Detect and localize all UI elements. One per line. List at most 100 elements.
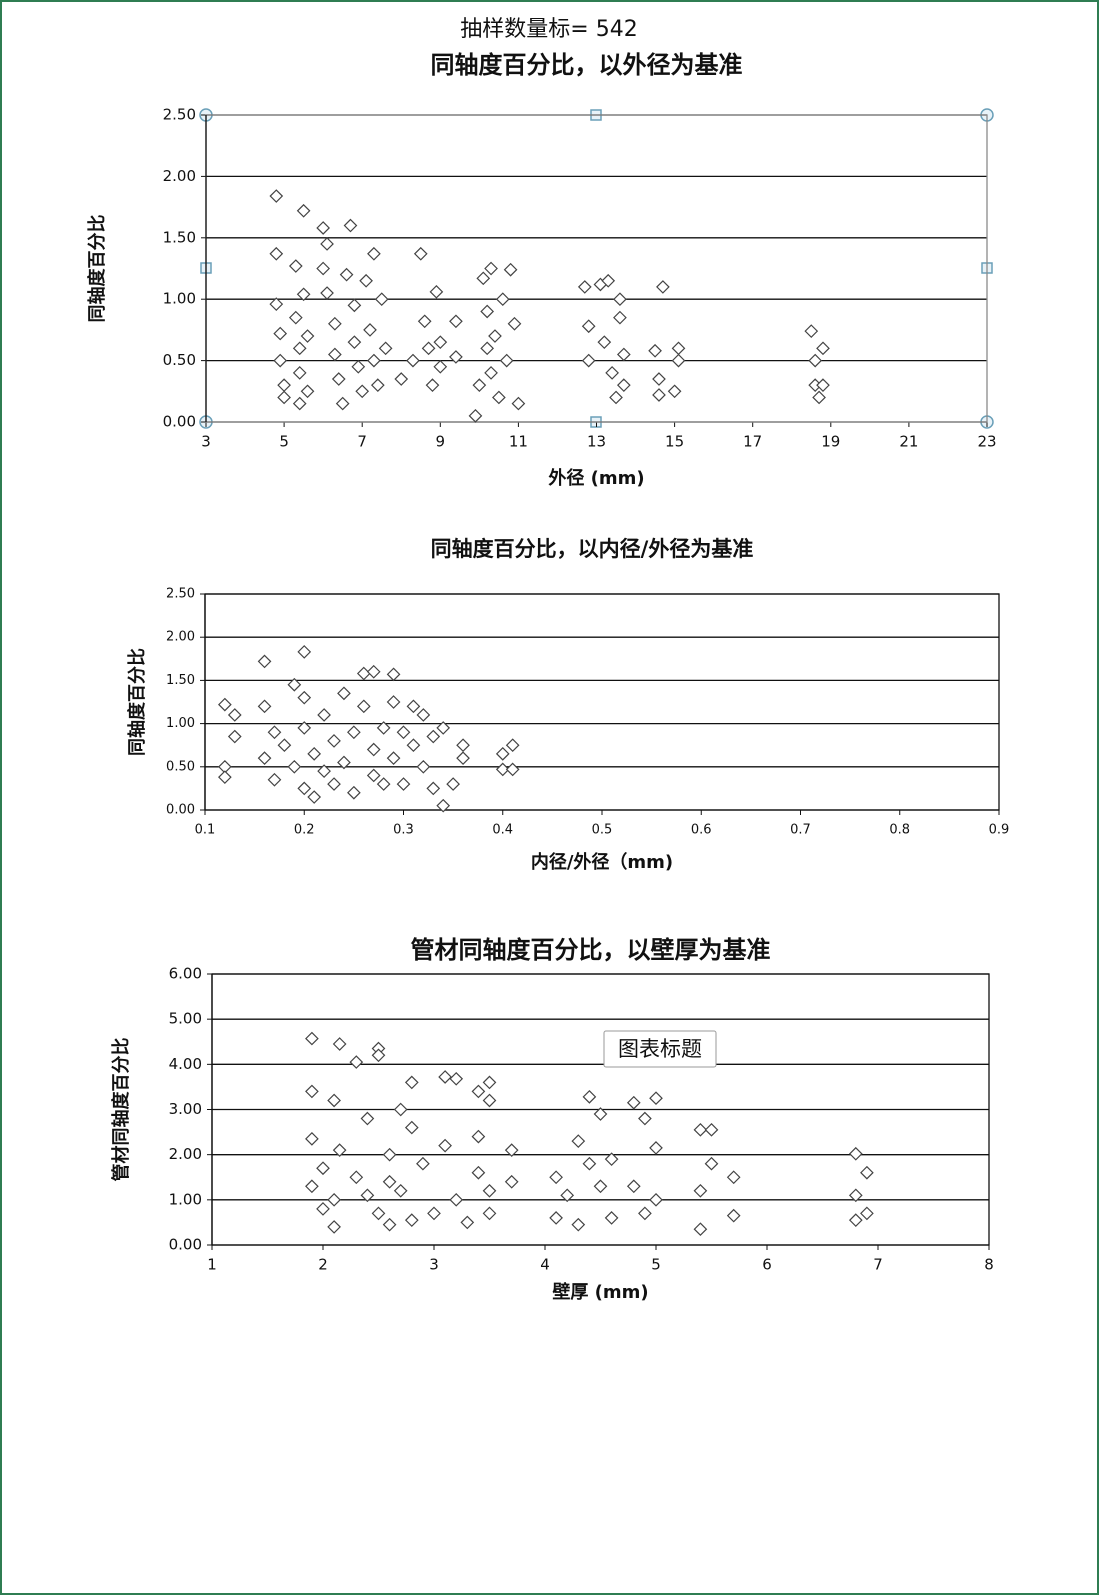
point — [316, 1161, 330, 1176]
point — [269, 189, 284, 203]
point — [305, 1132, 319, 1146]
point — [382, 1217, 397, 1232]
point — [360, 1111, 375, 1126]
point — [848, 1188, 863, 1203]
point — [577, 280, 592, 294]
point — [386, 667, 401, 682]
point — [726, 1208, 741, 1223]
x-tick-label: 2 — [318, 1256, 328, 1274]
point — [613, 292, 627, 307]
point — [349, 1170, 364, 1185]
point — [582, 1090, 597, 1104]
y-tick-label: 1.00 — [163, 290, 196, 308]
x-tick-label: 0.4 — [492, 823, 513, 838]
point — [335, 396, 350, 411]
x-tick-label: 0.9 — [989, 823, 1010, 838]
chart-title: 管材同轴度百分比，以壁厚为基准 — [411, 936, 771, 964]
point — [316, 221, 330, 235]
point — [327, 777, 341, 791]
point — [693, 1222, 708, 1237]
point — [327, 1093, 341, 1108]
point — [560, 1188, 575, 1203]
point — [495, 762, 510, 777]
point — [860, 1165, 874, 1180]
x-tick-label: 7 — [873, 1256, 883, 1274]
point — [638, 1206, 652, 1221]
point — [417, 314, 432, 329]
point — [482, 1183, 497, 1198]
point — [296, 287, 311, 302]
point — [396, 725, 411, 740]
point — [449, 1071, 464, 1086]
point — [307, 790, 322, 804]
sample-label: 抽样数量标= 542 — [460, 17, 637, 42]
point — [376, 721, 391, 735]
x-tick-label: 11 — [509, 433, 528, 451]
point — [488, 329, 502, 343]
point — [484, 366, 498, 380]
point — [704, 1156, 719, 1171]
point — [320, 237, 334, 251]
point — [652, 388, 666, 402]
point — [367, 353, 381, 368]
point — [671, 353, 686, 368]
point — [317, 708, 331, 722]
point — [371, 1206, 386, 1221]
point — [427, 1206, 441, 1221]
x-tick-label: 3 — [429, 1256, 439, 1274]
point — [349, 1055, 364, 1069]
x-tick-label: 23 — [977, 433, 996, 451]
point — [327, 1220, 341, 1234]
point — [421, 341, 436, 356]
point — [366, 742, 381, 757]
point — [609, 390, 623, 405]
point — [356, 666, 371, 681]
x-tick-label: 7 — [357, 433, 367, 451]
point — [366, 768, 381, 783]
point — [257, 751, 272, 766]
point — [476, 271, 491, 286]
x-tick-label: 0.7 — [790, 823, 811, 838]
point — [297, 645, 312, 659]
annotation: 图表标题 — [618, 1037, 702, 1061]
point — [300, 384, 315, 399]
point — [549, 1211, 563, 1225]
point — [808, 353, 823, 368]
point — [277, 738, 292, 753]
point — [804, 324, 819, 338]
point — [316, 1202, 330, 1216]
point — [504, 1143, 519, 1157]
point — [273, 353, 288, 368]
point — [693, 1122, 708, 1137]
point — [597, 335, 612, 350]
point — [351, 359, 366, 374]
y-tick-label: 0.50 — [163, 351, 196, 369]
point — [812, 390, 826, 405]
x-tick-label: 0.8 — [889, 823, 910, 838]
point — [482, 1075, 497, 1090]
point — [638, 1111, 652, 1126]
point — [549, 1170, 563, 1185]
point — [848, 1213, 863, 1228]
point — [571, 1217, 586, 1232]
point — [269, 246, 284, 261]
x-tick-label: 3 — [201, 433, 211, 451]
point — [433, 359, 448, 374]
point — [482, 1206, 497, 1221]
point — [581, 353, 596, 368]
point — [374, 292, 389, 307]
point — [404, 1120, 419, 1135]
point — [482, 1093, 497, 1108]
point — [332, 1037, 347, 1051]
y-tick-label: 5.00 — [169, 1010, 202, 1028]
point — [287, 677, 302, 692]
y-axis-label: 同轴度百分比 — [86, 215, 108, 323]
point — [386, 751, 401, 766]
point — [456, 738, 470, 753]
point — [316, 261, 330, 276]
point — [218, 770, 232, 785]
x-tick-label: 5 — [651, 1256, 661, 1274]
point — [287, 759, 302, 774]
point — [480, 304, 495, 319]
point — [331, 372, 346, 386]
